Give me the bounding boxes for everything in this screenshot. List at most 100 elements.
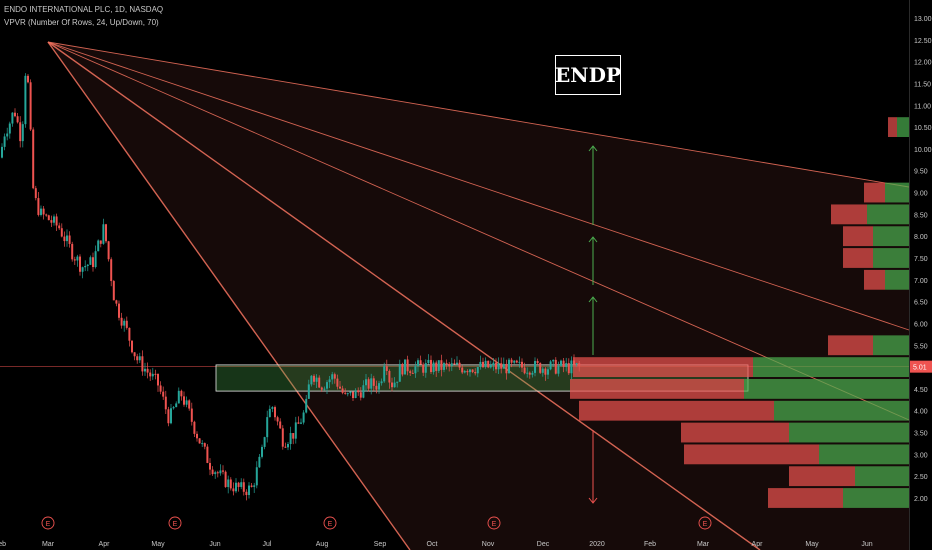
candle-body [107,241,110,260]
price-axis-tick: 7.00 [914,278,928,285]
candle-body [68,235,71,244]
candle-body [466,371,469,373]
candle-body [557,365,560,374]
candle-body [562,360,565,367]
current-price-badge [910,360,932,373]
candle-body [71,243,74,260]
time-axis-tick: Dec [537,541,550,548]
candle-body [227,479,230,488]
target-arrow-head [588,145,598,152]
candle-body [565,363,568,367]
price-axis-tick: 4.50 [914,387,928,394]
candle-body [146,368,149,373]
time-axis-tick: Apr [99,541,111,548]
candle-body [521,361,523,368]
candle-body [435,362,438,371]
time-axis-tick: May [805,541,819,548]
candle-body [6,133,9,137]
candle-body [16,116,19,123]
candle-body [76,256,79,261]
candle-body [198,438,201,444]
price-axis-tick: 11.50 [914,81,931,88]
volume-profile-up [789,422,909,443]
candle-body [274,407,276,418]
candle-body [214,472,217,475]
candle-body [268,408,271,418]
candle-body [240,482,243,487]
target-arrow-head [588,236,598,243]
candle-body [518,361,521,363]
earnings-marker [41,516,55,530]
candle-body [24,75,27,125]
candle-body [549,361,552,370]
time-axis-tick: Mar [697,541,710,548]
price-axis-divider [909,0,910,550]
candle-body [99,240,102,244]
candle-body [81,267,84,272]
candle-body [29,82,32,130]
candle-body [385,366,388,371]
candle-body [115,300,118,304]
candle-body [131,340,133,353]
candle-body [336,378,339,387]
candle-body [578,363,581,366]
candle-body [372,378,375,386]
candle-body [50,220,53,223]
volume-profile-down [768,488,843,508]
candle-body [526,372,529,374]
price-axis-tick: 2.50 [914,474,928,481]
time-axis-tick: Mar [42,541,55,548]
candle-body [73,259,76,261]
candle-body [456,362,458,365]
candle-body [151,373,154,377]
fan-line [47,41,910,421]
volume-profile-down [864,269,885,290]
candle-body [266,417,269,438]
candle-body [112,281,115,301]
candle-body [388,370,391,383]
candle-body [40,208,42,215]
candle-body [136,356,139,361]
candle-body [125,320,128,328]
time-axis-tick: Apr [752,541,764,548]
price-axis-tick: 8.00 [914,234,928,241]
candle-body [453,363,456,365]
candle-body [409,371,412,373]
candle-body [188,400,191,409]
volume-profile-down [579,400,774,421]
candle-body [443,363,445,370]
candle-body [461,367,464,373]
earnings-marker-label: E [173,521,178,528]
candle-body [86,264,89,266]
candle-body [396,381,399,383]
volume-profile-up [855,466,909,487]
ticker-label-box: ENDP [555,55,621,95]
volume-profile-up [753,357,909,377]
fan-line [47,41,761,550]
candle-body [92,257,94,268]
candle-body [84,265,87,268]
candle-body [232,488,235,492]
fan-line [47,41,910,331]
candle-body [414,366,417,374]
candle-body [359,392,362,398]
candle-body [534,360,536,373]
candle-body [1,146,3,158]
candle-body [469,369,471,373]
candle-body [289,433,292,444]
candle-body [120,317,123,326]
price-axis-tick: 12.50 [914,38,932,45]
candle-body [573,360,575,365]
candle-body [471,369,474,373]
candle-body [528,372,531,375]
candle-body [554,359,557,374]
candle-body [401,363,404,375]
candle-body [66,235,68,242]
candle-body [162,391,165,397]
time-axis-tick: Oct [427,541,438,548]
volume-profile-up [774,400,909,421]
candle-body [380,381,383,384]
candle-body [183,396,185,405]
candle-body [495,362,497,370]
